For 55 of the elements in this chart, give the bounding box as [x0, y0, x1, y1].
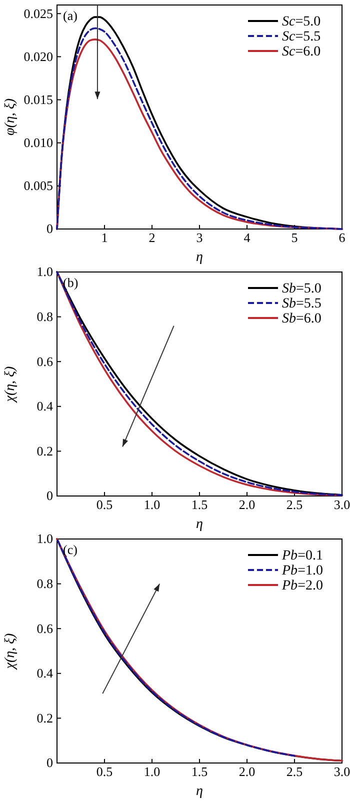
x-tick-label: 2.0	[238, 764, 256, 780]
x-tick-label: 0.5	[96, 497, 113, 512]
x-tick-label: 1	[101, 230, 108, 246]
x-axis-title: η	[196, 250, 204, 265]
x-tick-label: 2	[148, 230, 156, 246]
y-tick-label: 0	[46, 488, 53, 504]
legend-label: Sc=5.0	[282, 14, 321, 30]
x-tick-label: 2.0	[238, 497, 256, 512]
legend-label: Sb=6.0	[282, 312, 322, 326]
y-tick-label: 1.0	[36, 264, 53, 280]
legend-label: Sb=5.5	[282, 296, 322, 312]
y-tick-label: 0	[46, 221, 53, 236]
y-tick-label: 0.4	[36, 398, 54, 414]
y-axis-title: φ(η, ξ)	[3, 98, 18, 136]
y-tick-label: 0.020	[24, 48, 53, 64]
legend-label: Pb=2.0	[281, 578, 323, 594]
y-tick-label: 0.2	[36, 443, 53, 458]
y-tick-label: 0.005	[24, 178, 53, 194]
x-tick-label: 5	[291, 230, 298, 246]
legend-label: Pb=1.0	[281, 564, 323, 578]
x-tick-label: 3	[196, 230, 203, 246]
x-tick-label: 0.5	[96, 764, 113, 780]
x-tick-label: 2.5	[286, 764, 303, 780]
x-tick-label: 1.0	[144, 497, 160, 512]
y-tick-label: 0.015	[24, 92, 53, 107]
x-axis-title: η	[196, 517, 204, 532]
y-axis-title: χ(η, ξ)	[3, 366, 18, 404]
y-tick-label: 0.025	[24, 6, 53, 21]
y-axis-title: χ(η, ξ)	[3, 632, 18, 671]
y-tick-label: 0.010	[24, 135, 53, 150]
y-tick-label: 0	[46, 755, 53, 770]
y-tick-label: 1.0	[36, 531, 53, 546]
legend-label: Sb=5.0	[282, 282, 322, 296]
x-tick-label: 1.5	[191, 764, 208, 780]
x-tick-label: 6	[338, 230, 346, 246]
x-tick-label: 2.5	[286, 497, 303, 512]
x-axis-title: η	[196, 784, 204, 799]
line-series	[56, 538, 296, 757]
legend-label: Pb=0.1	[281, 548, 323, 564]
x-tick-label: 4	[244, 230, 251, 246]
legend-label: Sc=6.0	[282, 44, 321, 60]
legend-label: Sc=5.5	[282, 30, 321, 44]
y-tick-label: 0.6	[36, 354, 54, 369]
x-tick-label: 1.0	[144, 764, 160, 780]
annotation: (c)	[63, 542, 78, 557]
y-tick-label: 0.8	[36, 308, 53, 324]
y-tick-label: 0.4	[36, 666, 54, 681]
x-tick-label: 3.0	[334, 497, 350, 512]
annotation: (a)	[63, 8, 78, 23]
y-tick-label: 0.2	[36, 710, 53, 726]
y-tick-label: 0.8	[36, 576, 53, 591]
annotation: (b)	[63, 275, 78, 290]
x-tick-label: 3.0	[334, 764, 350, 780]
y-tick-label: 0.6	[36, 620, 54, 636]
x-tick-label: 1.5	[191, 497, 208, 512]
